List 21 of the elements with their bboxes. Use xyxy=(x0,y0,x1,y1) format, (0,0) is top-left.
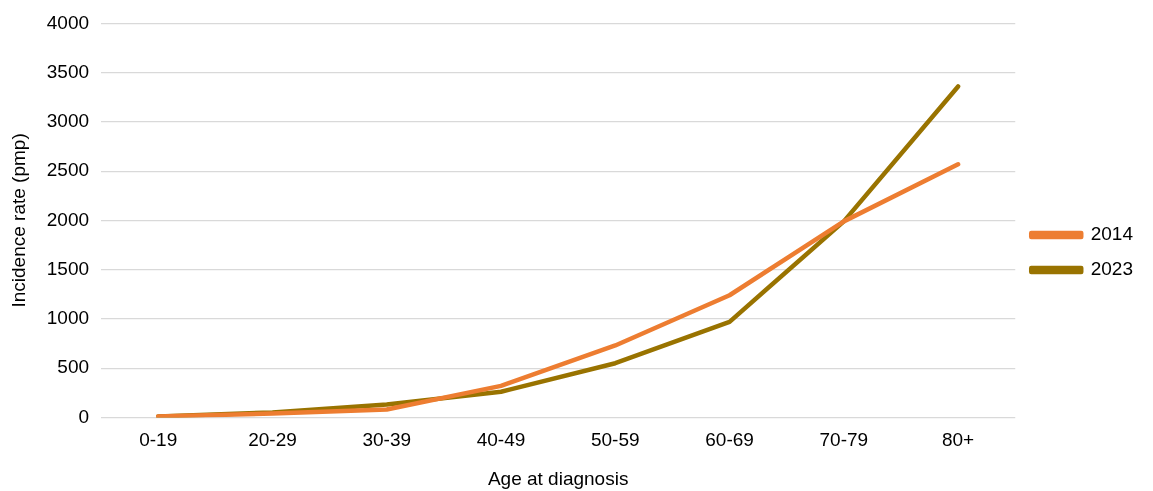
x-tick-label: 20-29 xyxy=(248,429,297,451)
x-tick-label: 30-39 xyxy=(362,429,412,451)
y-tick-label: 0 xyxy=(78,405,90,427)
y-tick-label: 500 xyxy=(57,356,90,378)
legend-label: 2023 xyxy=(1090,258,1134,280)
x-tick-label: 50-59 xyxy=(590,429,640,451)
y-tick-label: 1000 xyxy=(46,307,90,329)
y-tick-label: 3000 xyxy=(46,110,90,132)
x-tick-label: 80+ xyxy=(941,429,975,451)
x-tick-label: 40-49 xyxy=(476,429,526,451)
y-tick-label: 2000 xyxy=(46,208,90,230)
y-tick-label: 1500 xyxy=(46,257,90,279)
y-tick-label: 3500 xyxy=(46,60,90,82)
y-tick-label: 4000 xyxy=(46,11,90,33)
x-tick-label: 0-19 xyxy=(139,429,178,451)
x-tick-label: 60-69 xyxy=(705,429,754,451)
x-axis-title: Age at diagnosis xyxy=(487,467,629,489)
y-axis-title: Incidence rate (pmp) xyxy=(7,133,29,308)
y-tick-label: 2500 xyxy=(46,159,90,181)
x-tick-label: 70-79 xyxy=(819,429,869,451)
legend-label: 2014 xyxy=(1090,223,1134,245)
